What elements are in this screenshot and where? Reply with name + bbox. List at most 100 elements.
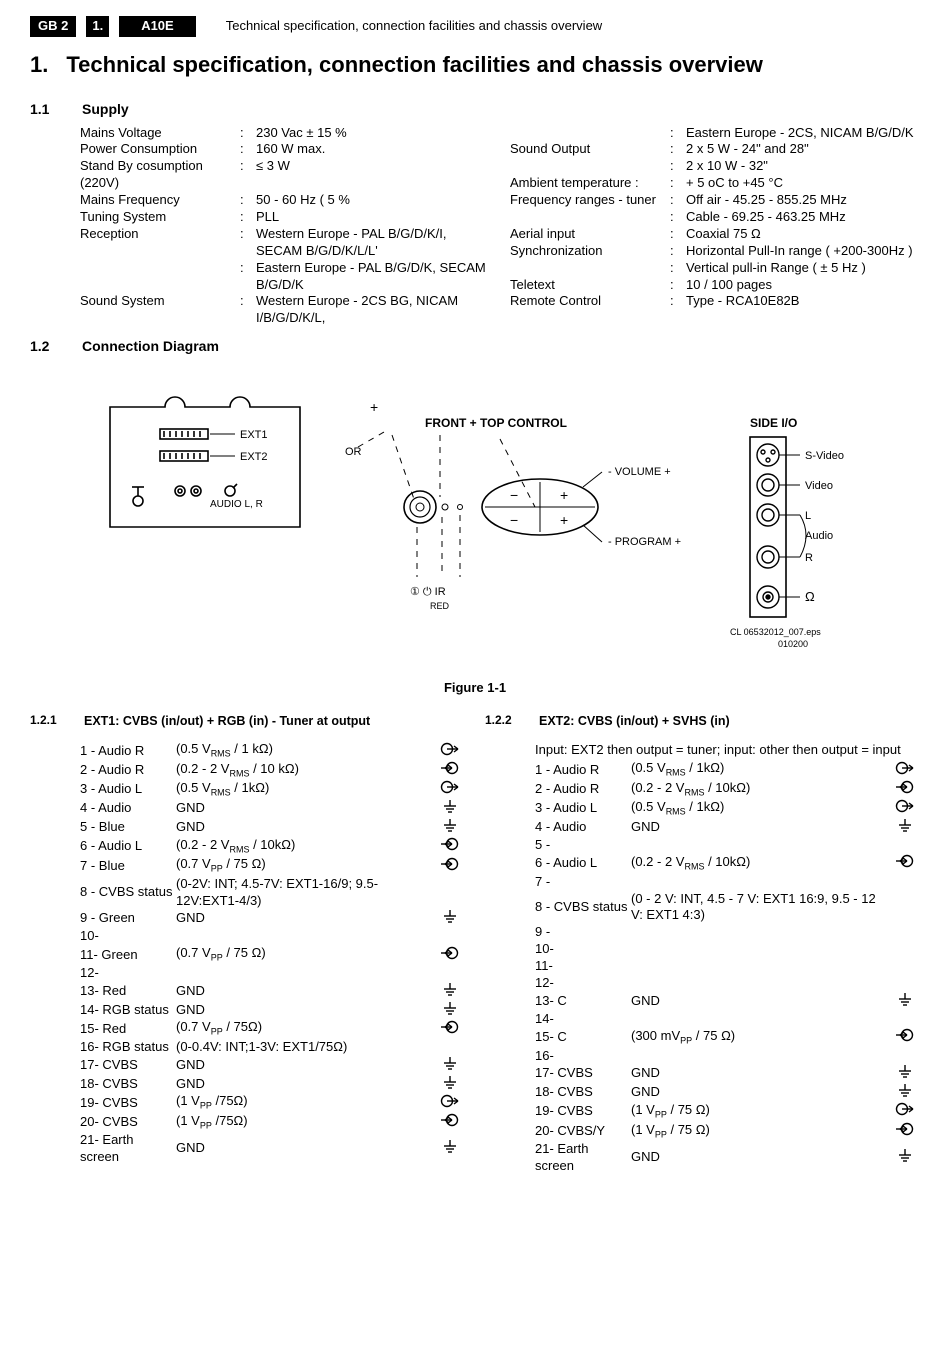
pin-name: 20- CVBS/Y [535,1123,631,1140]
pin-row: 15- Red(0.7 VPP / 75Ω) [80,1019,465,1038]
pin-name: 6 - Audio L [80,838,176,855]
signal-gnd-icon [435,1139,465,1158]
pin-row: 14- RGB statusGND [80,1001,465,1020]
pin-name: 21- Earth screen [80,1132,176,1166]
ext2-note-row: Input: EXT2 then output = tuner; input: … [535,741,920,758]
pin-name: 15- Red [80,1021,176,1038]
pin-tables: 1.2.1 EXT1: CVBS (in/out) + RGB (in) - T… [30,713,920,1174]
sub-num: 1.2.1 [30,713,74,729]
pin-row: 20- CVBS/Y(1 VPP / 75 Ω) [535,1122,920,1141]
diagram-code: CL 06532012_007.eps [730,627,821,637]
pin-row: 20- CVBS(1 VPP /75Ω) [80,1113,465,1132]
signal-gnd-icon [435,909,465,928]
pin-name: 13- C [535,993,631,1010]
supply-value: Type - RCA10E82B [686,293,920,310]
pin-name: 8 - CVBS status [535,899,631,916]
pin-row: 19- CVBS(1 VPP /75Ω) [80,1093,465,1112]
svg-text:−: − [510,512,518,528]
pin-row: 9 - [535,924,920,941]
supply-value: Western Europe - 2CS BG, NICAM I/B/G/D/K… [256,293,490,327]
pin-desc: GND [176,1002,435,1019]
pin-row: 11- Green(0.7 VPP / 75 Ω) [80,945,465,964]
pin-name: 10- [535,941,631,958]
supply-label [80,260,240,294]
page-title: 1.Technical specification, connection fa… [30,51,920,79]
signal-out-icon [435,742,465,761]
pin-name: 1 - Audio R [535,762,631,779]
supply-row: Teletext:10 / 100 pages [510,277,920,294]
pin-row: 9 - GreenGND [80,909,465,928]
h1-number: 1. [30,52,48,77]
pin-desc: (1 VPP / 75 Ω) [631,1102,890,1121]
diagram-side-title: SIDE I/O [750,416,797,430]
sideio-headphone-icon: Ω [805,589,815,604]
supply-label [510,209,670,226]
supply-label: Mains Voltage [80,125,240,142]
pin-desc: GND [176,910,435,927]
hdr-title: Technical specification, connection faci… [226,18,602,35]
pin-desc: GND [176,800,435,817]
ext2-pins: Input: EXT2 then output = tuner; input: … [535,741,920,1174]
pin-row: 2 - Audio R(0.2 - 2 VRMS / 10kΩ) [535,780,920,799]
supply-label: Stand By cosumption (220V) [80,158,240,192]
hdr-box-model: A10E [119,16,196,37]
supply-row: Mains Frequency:50 - 60 Hz ( 5 % [80,192,490,209]
page-header: GB 2 1. A10E Technical specification, co… [30,16,920,37]
signal-gnd-icon [890,1083,920,1102]
sec-num: 1.1 [30,100,66,118]
supply-label: Sound Output [510,141,670,158]
supply-value: 2 x 5 W - 24" and 28" [686,141,920,158]
pin-row: 3 - Audio L(0.5 VRMS / 1kΩ) [80,780,465,799]
pin-name: 9 - [535,924,631,941]
svg-text:+: + [560,487,568,503]
pin-row: 6 - Audio L(0.2 - 2 VRMS / 10kΩ) [535,854,920,873]
pin-row: 21- Earth screenGND [80,1132,465,1166]
ext1-pins: 1 - Audio R(0.5 VRMS / 1 kΩ)2 - Audio R(… [80,741,465,1165]
diagram-volume-label: - VOLUME + [608,466,671,478]
section-1-1-heading: 1.1 Supply [30,100,920,118]
pin-desc: (0.7 VPP / 75 Ω) [176,945,435,964]
pin-desc: GND [176,1057,435,1074]
signal-in-icon [890,1122,920,1141]
pin-desc: GND [631,1065,890,1082]
ext2-note-text: Input: EXT2 then output = tuner; input: … [535,742,901,759]
supply-value: 160 W max. [256,141,490,158]
pin-name: 20- CVBS [80,1114,176,1131]
sub-num: 1.2.2 [485,713,529,729]
ext2-column: 1.2.2 EXT2: CVBS (in/out) + SVHS (in) In… [485,713,920,1174]
pin-row: 5 - [535,837,920,854]
diagram-date: 010200 [778,639,808,649]
supply-label: Reception [80,226,240,260]
supply-row: :Eastern Europe - 2CS, NICAM B/G/D/K [510,125,920,142]
pin-row: 1 - Audio R(0.5 VRMS / 1 kΩ) [80,741,465,760]
signal-gnd-icon [435,982,465,1001]
pin-name: 3 - Audio L [535,800,631,817]
pin-row: 11- [535,958,920,975]
sec-title: Connection Diagram [82,337,219,355]
supply-label: Sound System [80,293,240,327]
supply-label [510,158,670,175]
supply-label: Aerial input [510,226,670,243]
signal-in-icon [435,761,465,780]
pin-row: 8 - CVBS status(0-2V: INT; 4.5-7V: EXT1-… [80,876,465,910]
pin-name: 12- [535,975,631,992]
sub-title: EXT1: CVBS (in/out) + RGB (in) - Tuner a… [84,713,370,729]
section-1-2-1-heading: 1.2.1 EXT1: CVBS (in/out) + RGB (in) - T… [30,713,465,729]
pin-name: 7 - Blue [80,858,176,875]
pin-row: 7 - Blue(0.7 VPP / 75 Ω) [80,856,465,875]
pin-name: 18- CVBS [535,1084,631,1101]
supply-label [510,125,670,142]
pin-name: 6 - Audio L [535,855,631,872]
pin-row: 7 - [535,874,920,891]
signal-gnd-icon [890,818,920,837]
pin-name: 11- [535,958,631,975]
pin-desc: GND [176,1076,435,1093]
pin-name: 18- CVBS [80,1076,176,1093]
supply-row: Mains Voltage:230 Vac ± 15 % [80,125,490,142]
pin-desc: GND [176,819,435,836]
sideio-r: R [805,552,813,564]
pin-name: 17- CVBS [535,1065,631,1082]
sub-title: EXT2: CVBS (in/out) + SVHS (in) [539,713,730,729]
pin-name: 2 - Audio R [535,781,631,798]
signal-in-icon [890,1028,920,1047]
